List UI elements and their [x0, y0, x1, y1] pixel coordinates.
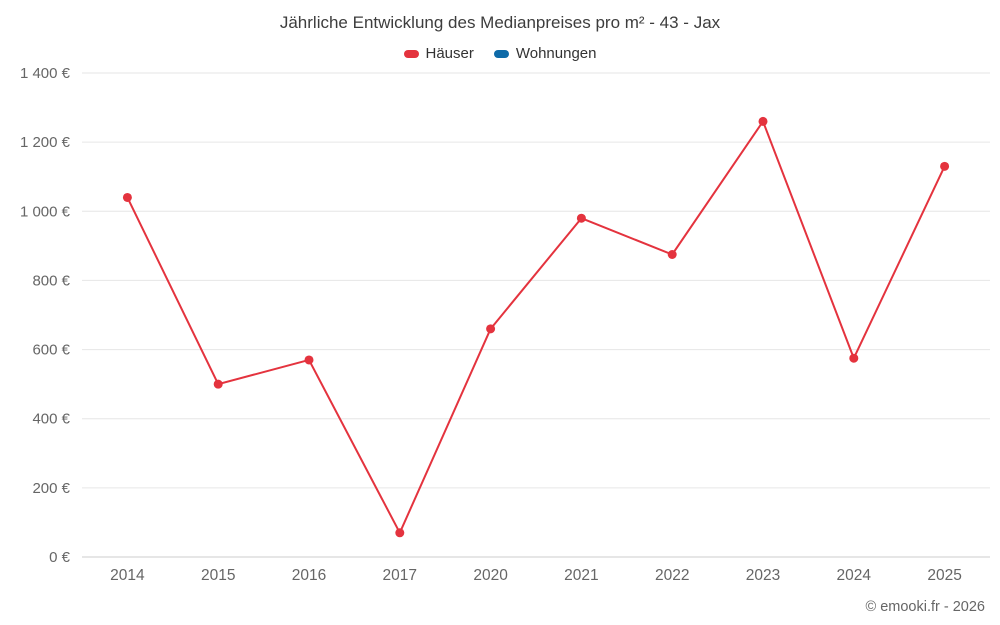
x-axis-tick-label: 2016 — [292, 567, 326, 584]
y-axis-tick-label: 1 400 € — [20, 65, 71, 82]
x-axis-tick-label: 2020 — [473, 567, 508, 584]
x-axis-tick-label: 2022 — [655, 567, 689, 584]
chart-title: Jährliche Entwicklung des Medianpreises … — [279, 13, 721, 32]
wohnungen-series-swatch-icon — [493, 49, 509, 58]
x-axis-tick-label: 2023 — [746, 567, 780, 584]
x-axis-tick-label: 2015 — [201, 567, 235, 584]
data-point[interactable] — [758, 116, 768, 126]
haeuser-series-swatch-icon — [403, 49, 419, 58]
y-axis-tick-label: 200 € — [32, 480, 70, 497]
y-axis-tick-label: 0 € — [49, 549, 71, 566]
credit-link[interactable]: © emooki.fr - 2026 — [865, 599, 985, 615]
x-axis-tick-label: 2021 — [564, 567, 598, 584]
series-line-häuser — [126, 120, 946, 534]
y-axis-tick-label: 600 € — [32, 342, 70, 359]
legend-label-wohnungen: Wohnungen — [515, 45, 597, 62]
x-axis-tick-label: 2017 — [383, 567, 417, 584]
data-point[interactable] — [849, 353, 859, 363]
y-axis-tick-label: 400 € — [32, 411, 70, 428]
data-point[interactable] — [940, 161, 950, 171]
data-point[interactable] — [122, 192, 132, 202]
data-point[interactable] — [395, 528, 405, 538]
legend: Häuser Wohnungen — [0, 45, 1000, 62]
legend-item-wohnungen[interactable]: Wohnungen — [493, 45, 597, 62]
y-axis-tick-label: 800 € — [32, 272, 70, 289]
data-point[interactable] — [667, 250, 677, 259]
x-axis-tick-label: 2024 — [837, 567, 872, 584]
x-axis-tick-label: 2014 — [110, 567, 145, 584]
y-axis-tick-label: 1 200 € — [20, 134, 71, 151]
x-axis-tick-label: 2025 — [927, 567, 961, 584]
data-point[interactable] — [486, 324, 496, 334]
data-point[interactable] — [213, 379, 223, 389]
legend-item-haeuser[interactable]: Häuser — [403, 45, 474, 62]
y-axis-tick-label: 1 000 € — [20, 203, 71, 220]
data-point[interactable] — [304, 355, 314, 365]
legend-label-haeuser: Häuser — [425, 45, 474, 62]
data-point[interactable] — [576, 213, 586, 223]
